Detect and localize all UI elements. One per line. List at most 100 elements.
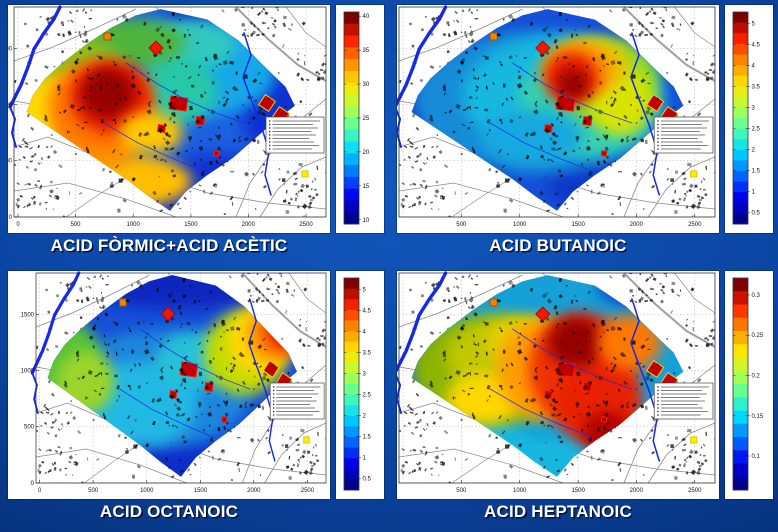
colorbar-tick-label: 2 <box>363 414 367 420</box>
colorbar-tick-label: 0.5 <box>363 477 372 483</box>
colorbar-acid-octanoic: 5 4.5 4 3.5 3 2.5 2 1.5 1 0.5 <box>336 271 384 499</box>
y-tick-label: 0 <box>9 215 13 221</box>
colorbar-tick-label: 4.5 <box>363 309 372 315</box>
red-diamond-marker <box>148 40 164 56</box>
x-tick-label: 0 <box>38 488 42 494</box>
quadrant-top-right: 500 1000 1500 2000 2500 5 4.5 4 3.5 3 2.5 2 1.5 1 0.5… <box>389 0 778 266</box>
x-tick-label: 1500 <box>571 222 585 228</box>
y-tick-label: 1500 <box>21 313 35 319</box>
x-tick-label: 2000 <box>247 488 261 494</box>
panel-title-octanoic: ACID OCTANOIC <box>8 502 330 522</box>
buildings-layer <box>398 7 715 217</box>
plot-frame <box>398 6 716 218</box>
x-tick-label: 1000 <box>513 222 527 228</box>
colorbar-tick-label: 20 <box>363 150 370 156</box>
colorbar-tick-label: 0.5 <box>752 211 761 217</box>
colorbar-tick-label: 4 <box>363 330 367 336</box>
plot-frame <box>398 272 716 484</box>
colorbar-tick-label: 4.5 <box>752 43 761 49</box>
colorbar-tick-label: 0.25 <box>752 333 764 339</box>
x-tick-label: 2000 <box>630 222 644 228</box>
x-tick-label: 500 <box>70 222 81 228</box>
x-tick-label: 500 <box>456 222 467 228</box>
colorbar-tick-label: 0.2 <box>752 374 761 380</box>
axis-labels: 500 1000 1500 2000 2500 <box>456 214 702 228</box>
colorbar-acid-heptanoic: 0.3 0.25 0.2 0.15 0.1 <box>725 271 773 499</box>
colorbar-tick-label: 0.3 <box>752 293 761 299</box>
colorbar-tick-label: 2 <box>752 148 756 154</box>
colorbar-tick-label: 1.5 <box>752 169 761 175</box>
axis-labels: 0 500 1000 1500 2000 2500 1500 1000 500 0 <box>21 313 315 494</box>
colorbar-canvas: 0.3 0.25 0.2 0.15 0.1 <box>725 271 773 499</box>
colorbar-tick-label: 5 <box>363 288 367 294</box>
colorbar-tick-label: 0.15 <box>752 414 764 420</box>
colorbar-canvas: 40 35 30 25 20 15 10 <box>336 5 384 233</box>
colorbar-tick-label: 3.5 <box>752 85 761 91</box>
panel-title-text: ACID OCTANOIC <box>99 502 239 521</box>
map-content <box>397 271 719 499</box>
colorbar-canvas: 5 4.5 4 3.5 3 2.5 2 1.5 1 0.5 <box>336 271 384 499</box>
colorbar-tick-label: 30 <box>363 82 370 88</box>
y-tick-label: 0 <box>31 481 35 487</box>
buildings-layer <box>398 273 715 483</box>
y-tick-label: 500 <box>24 425 35 431</box>
map-acid-octanoic: 0 500 1000 1500 2000 2500 1500 1000 500 0 <box>8 271 330 499</box>
panel-title-butanoic: ACID BUTANOIC <box>397 236 719 256</box>
y-tick-label: 1000 <box>8 103 13 109</box>
map-canvas: 0 500 1000 1500 2000 2500 1500 1000 500 0 <box>8 5 330 233</box>
red-diamond-marker <box>535 306 551 322</box>
quadrant-bottom-right: 500 1000 1500 2000 2500 0.3 0.25 0.2 0.15 0.1 AC… <box>389 266 778 532</box>
map-acid-heptanoic: 500 1000 1500 2000 2500 <box>397 271 719 499</box>
x-tick-label: 1500 <box>184 222 198 228</box>
plot-frame <box>35 272 327 484</box>
map-content <box>397 5 719 233</box>
axis-labels: 500 1000 1500 2000 2500 <box>456 480 702 494</box>
panel-title-formic-acetic: ACID FÒRMIC+ACID ACÈTIC <box>8 236 330 256</box>
colorbar-tick-label: 10 <box>363 218 370 224</box>
x-tick-label: 1000 <box>140 488 154 494</box>
colorbar-tick-label: 2.5 <box>363 393 372 399</box>
colorbar-tick-label: 3 <box>752 106 756 112</box>
y-tick-label: 1500 <box>8 47 13 53</box>
y-tick-label: 1000 <box>21 369 35 375</box>
map-acid-formic-acetic: 0 500 1000 1500 2000 2500 1500 1000 500 0 <box>8 5 330 233</box>
colorbar-canvas: 5 4.5 4 3.5 3 2.5 2 1.5 1 0.5 <box>725 5 773 233</box>
map-canvas: 500 1000 1500 2000 2500 <box>397 271 719 499</box>
panel-title-text: ACID BUTANOIC <box>489 236 627 255</box>
quadrant-bottom-left: 0 500 1000 1500 2000 2500 1500 1000 500 0 5 4.5 4 3.… <box>0 266 389 532</box>
map-canvas: 0 500 1000 1500 2000 2500 1500 1000 500 0 <box>21 271 330 499</box>
colorbar-tick-label: 1 <box>363 456 367 462</box>
colorbar-tick-label: 4 <box>752 64 756 70</box>
colorbar-labels: 5 4.5 4 3.5 3 2.5 2 1.5 1 0.5 <box>344 288 372 483</box>
buildings-layer <box>35 273 327 483</box>
colorbar-acid-formic-acetic: 40 35 30 25 20 15 10 <box>336 5 384 233</box>
x-tick-label: 1000 <box>127 222 141 228</box>
colorbar-tick-label: 40 <box>363 14 370 20</box>
panel-title-heptanoic: ACID HEPTANOIC <box>397 502 719 522</box>
colorbar-tick-label: 35 <box>363 48 370 54</box>
colorbar-tick-label: 5 <box>752 22 756 28</box>
colorbar-tick-label: 15 <box>363 184 370 190</box>
map-content <box>30 271 330 499</box>
colorbar-gradient <box>733 12 748 225</box>
x-tick-label: 2500 <box>299 222 313 228</box>
map-canvas: 500 1000 1500 2000 2500 <box>397 5 719 233</box>
x-tick-label: 2000 <box>630 488 644 494</box>
x-tick-label: 0 <box>16 222 20 228</box>
x-tick-label: 1000 <box>513 488 527 494</box>
x-tick-label: 2500 <box>688 222 702 228</box>
colorbar-tick-label: 0.1 <box>752 454 761 460</box>
y-tick-label: 500 <box>8 159 13 165</box>
x-tick-label: 2000 <box>242 222 256 228</box>
colorbar-tick-label: 3 <box>363 372 367 378</box>
colorbar-gradient <box>344 278 359 491</box>
x-tick-label: 1500 <box>571 488 585 494</box>
colorbar-tick-label: 25 <box>363 116 370 122</box>
x-tick-label: 500 <box>88 488 99 494</box>
x-tick-label: 2500 <box>688 488 702 494</box>
x-tick-label: 1500 <box>194 488 208 494</box>
colorbar-tick-label: 1.5 <box>363 435 372 441</box>
colorbar-gradient <box>344 12 359 225</box>
rivers-layer <box>30 271 276 462</box>
